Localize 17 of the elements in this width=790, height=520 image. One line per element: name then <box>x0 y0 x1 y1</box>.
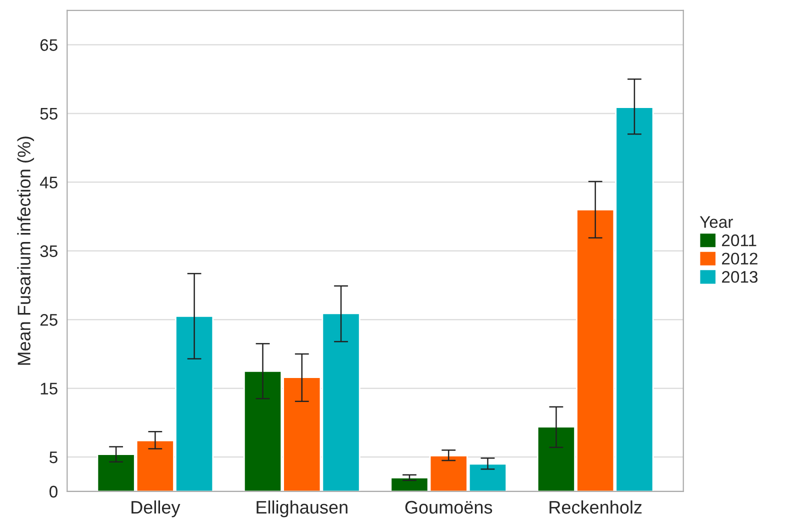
legend-label: 2011 <box>722 234 756 246</box>
y-tick-label: 25 <box>40 314 58 326</box>
y-axis-title: Mean Fusarium infection (%) <box>17 136 34 365</box>
y-tick-label: 5 <box>50 452 58 464</box>
x-tick-label: Goumoëns <box>405 500 492 514</box>
x-tick-label: Delley <box>132 500 180 518</box>
legend-title: Year <box>700 216 733 228</box>
y-tick-label: 15 <box>40 382 58 395</box>
legend-label: 2012 <box>722 252 758 265</box>
y-tick-label: 35 <box>40 245 58 258</box>
y-tick-label: 55 <box>40 108 58 120</box>
x-tick-label: Reckenholz <box>550 500 642 514</box>
y-tick-label: 65 <box>40 39 58 51</box>
legend-label: 2013 <box>722 271 758 283</box>
x-tick-label: Ellighausen <box>256 500 348 518</box>
y-tick-label: 0 <box>50 486 58 498</box>
y-tick-label: 45 <box>40 176 58 188</box>
